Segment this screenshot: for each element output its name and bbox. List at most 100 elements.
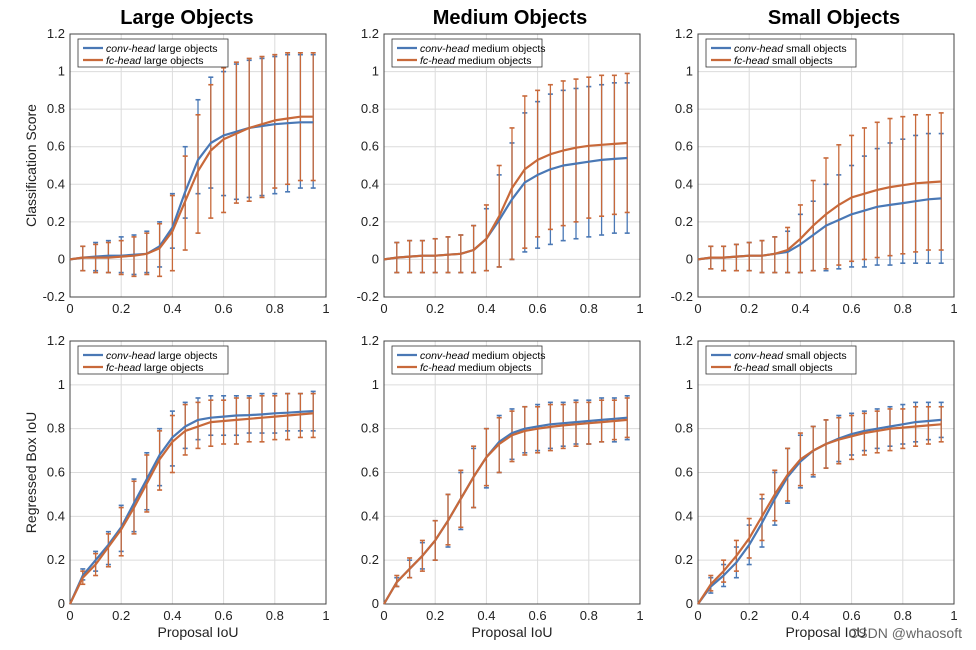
x-tick-label: 0.8 bbox=[266, 608, 284, 623]
y-tick-label: -0.2 bbox=[357, 289, 379, 304]
legend-box bbox=[77, 38, 229, 68]
series-line-fc-head bbox=[383, 141, 628, 261]
errorbars-fc-head bbox=[80, 392, 316, 586]
x-tick-label: 0.2 bbox=[112, 608, 130, 623]
legend-series-suffix: small objects bbox=[783, 350, 847, 362]
x-tick-label: 1 bbox=[636, 301, 643, 316]
x-tick-label: 0.6 bbox=[215, 608, 233, 623]
legend-label-conv-head: conv-head small objects bbox=[734, 43, 847, 55]
legend-series-name: conv-head bbox=[420, 350, 470, 362]
legend-label-fc-head: fc-head medium objects bbox=[420, 362, 531, 374]
legend-label-conv-head: conv-head large objects bbox=[106, 43, 218, 55]
legend-series-name: fc-head bbox=[420, 55, 456, 67]
legend-series-suffix: small objects bbox=[769, 362, 833, 374]
y-tick-label: 0.8 bbox=[361, 101, 379, 116]
column-title-small: Small Objects bbox=[768, 7, 900, 29]
legend-series-name: fc-head bbox=[734, 362, 770, 374]
x-tick-label: 1 bbox=[950, 301, 957, 316]
legend-label-fc-head: fc-head large objects bbox=[106, 362, 203, 374]
legend-label-conv-head: conv-head large objects bbox=[106, 350, 218, 362]
x-tick-label: 0.6 bbox=[843, 301, 861, 316]
axes-frame bbox=[697, 33, 955, 298]
x-tick-label: 0.2 bbox=[426, 608, 444, 623]
legend-box bbox=[705, 38, 857, 68]
y-tick-label: 0.6 bbox=[675, 139, 693, 154]
axes-frame bbox=[69, 340, 327, 605]
x-tick-label: 1 bbox=[322, 301, 329, 316]
y-tick-label: 0.2 bbox=[361, 214, 379, 229]
x-tick-label: 1 bbox=[950, 608, 957, 623]
legend-label-conv-head: conv-head medium objects bbox=[420, 350, 546, 362]
y-tick-label: 0.6 bbox=[361, 465, 379, 480]
y-tick-label: 1 bbox=[58, 377, 65, 392]
series-line-fc-head bbox=[697, 423, 942, 605]
legend-box bbox=[391, 38, 543, 68]
y-tick-label: 0.2 bbox=[675, 214, 693, 229]
y-tick-label: 0 bbox=[686, 596, 693, 611]
legend-series-name: fc-head bbox=[420, 362, 456, 374]
legend-box bbox=[77, 345, 229, 375]
series-line-fc-head bbox=[69, 412, 314, 605]
y-tick-label: 0.6 bbox=[47, 465, 65, 480]
x-tick-label: 0.6 bbox=[529, 301, 547, 316]
y-tick-label: 0 bbox=[58, 596, 65, 611]
x-axis-label: Proposal IoU bbox=[472, 624, 553, 640]
legend-label-fc-head: fc-head medium objects bbox=[420, 55, 531, 67]
x-tick-label: 0 bbox=[380, 301, 387, 316]
y-tick-label: 0.8 bbox=[361, 421, 379, 436]
legend-series-suffix: medium objects bbox=[469, 43, 545, 55]
y-tick-label: 0.8 bbox=[675, 101, 693, 116]
legend-series-suffix: medium objects bbox=[455, 55, 531, 67]
y-tick-label: 0 bbox=[372, 596, 379, 611]
x-tick-label: 0.4 bbox=[477, 301, 495, 316]
y-tick-label: 0.2 bbox=[675, 552, 693, 567]
y-tick-label: 0.8 bbox=[47, 101, 65, 116]
x-tick-label: 0.4 bbox=[163, 301, 181, 316]
x-tick-label: 0.2 bbox=[740, 608, 758, 623]
legend-label-conv-head: conv-head small objects bbox=[734, 350, 847, 362]
y-tick-label: 0.4 bbox=[675, 176, 693, 191]
series-line-conv-head bbox=[69, 121, 314, 261]
legend-series-suffix: medium objects bbox=[455, 362, 531, 374]
legend-label-fc-head: fc-head small objects bbox=[734, 362, 833, 374]
chart-panels: 0 0.2 0.4 0.6 0.8 1-0.200.20.40.60.811.2conv-… bbox=[23, 26, 958, 640]
y-tick-label: 0.8 bbox=[675, 421, 693, 436]
legend-series-name: conv-head bbox=[106, 350, 156, 362]
x-tick-label: 0 bbox=[66, 608, 73, 623]
axes-frame bbox=[697, 340, 955, 605]
x-tick-label: 0.4 bbox=[791, 301, 809, 316]
legend-series-name: conv-head bbox=[734, 350, 784, 362]
x-tick-label: 0.8 bbox=[894, 301, 912, 316]
y-tick-label: 0 bbox=[58, 251, 65, 266]
x-tick-label: 0.8 bbox=[894, 608, 912, 623]
column-title-large: Large Objects bbox=[120, 7, 253, 29]
chart-panel-top-right: 0 0.2 0.4 0.6 0.8 1-0.200.20.40.60.811.2conv-… bbox=[671, 26, 958, 316]
x-tick-label: 0 bbox=[694, 301, 701, 316]
y-tick-label: 0 bbox=[372, 251, 379, 266]
axes-frame bbox=[69, 33, 327, 298]
axes-frame bbox=[383, 33, 641, 298]
legend-series-suffix: medium objects bbox=[469, 350, 545, 362]
column-title-medium: Medium Objects bbox=[433, 7, 587, 29]
y-tick-label: 1 bbox=[372, 377, 379, 392]
x-tick-label: 0.4 bbox=[163, 608, 181, 623]
y-tick-label: 0.6 bbox=[47, 139, 65, 154]
y-tick-label: 0.8 bbox=[47, 421, 65, 436]
chart-panel-top-left: 0 0.2 0.4 0.6 0.8 1-0.200.20.40.60.811.2conv-… bbox=[23, 26, 330, 316]
x-tick-label: 0.8 bbox=[580, 301, 598, 316]
y-tick-label: 0.4 bbox=[47, 176, 65, 191]
legend-series-name: fc-head bbox=[106, 55, 142, 67]
series-line-fc-head bbox=[383, 418, 628, 605]
legend-series-suffix: large objects bbox=[155, 43, 217, 55]
y-tick-label: -0.2 bbox=[43, 289, 65, 304]
x-tick-label: 1 bbox=[636, 608, 643, 623]
y-tick-label: -0.2 bbox=[671, 289, 693, 304]
chart-panel-bottom-left: 0 0.2 0.4 0.6 0.8 1 0 0.2 0.4 0.6 0.8 1 1.2 conv-head… bbox=[23, 333, 330, 640]
y-axis-label: Classification Score bbox=[23, 104, 39, 227]
x-tick-label: 0 bbox=[66, 301, 73, 316]
legend-series-name: fc-head bbox=[734, 55, 770, 67]
legend-box bbox=[705, 345, 857, 375]
legend-label-conv-head: conv-head medium objects bbox=[420, 43, 546, 55]
legend-series-name: fc-head bbox=[106, 362, 142, 374]
